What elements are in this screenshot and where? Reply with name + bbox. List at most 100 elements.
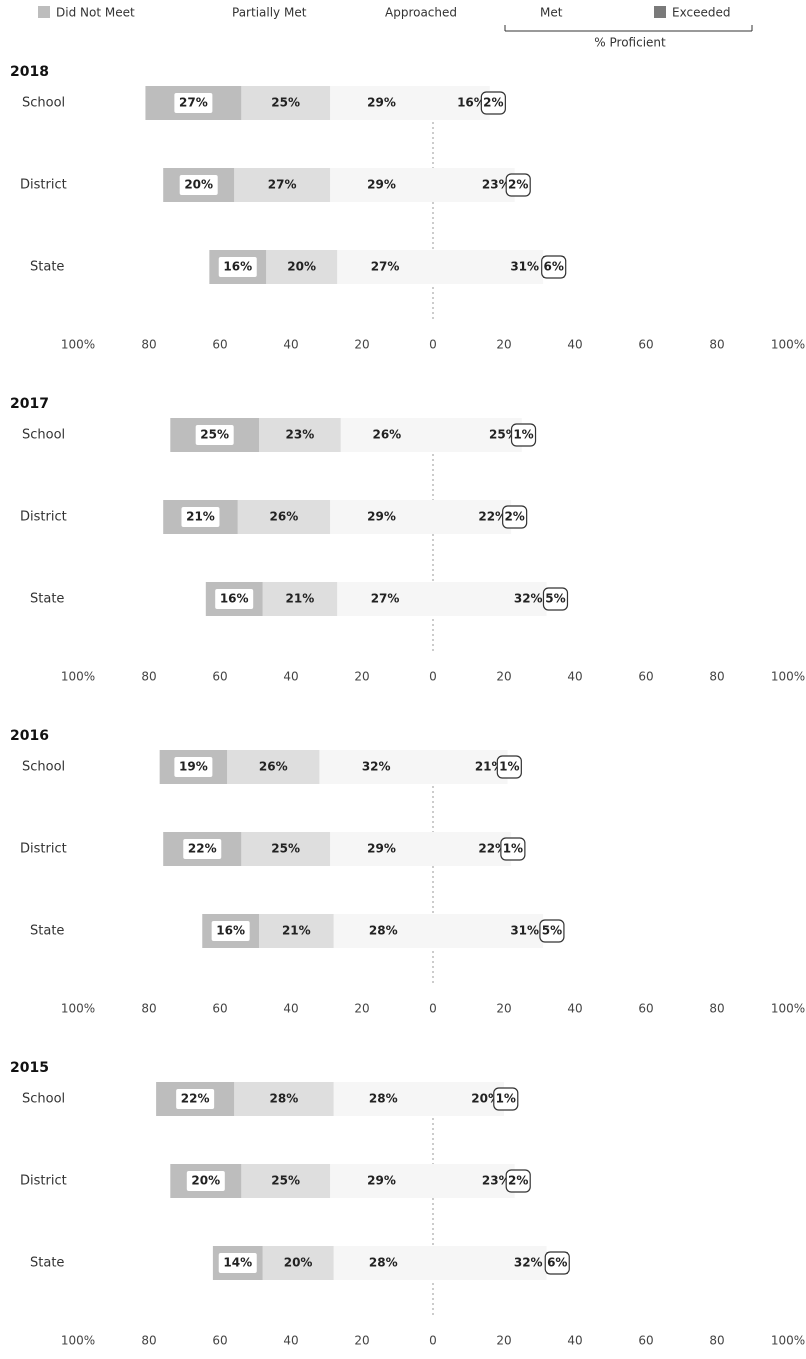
value-label: 22% <box>181 1092 210 1106</box>
value-label: 31% <box>510 260 539 274</box>
bar-segment <box>433 914 544 948</box>
value-label: 20% <box>287 260 316 274</box>
label-box <box>539 919 565 943</box>
category-label: School <box>22 428 65 443</box>
x-tick-label: 0 <box>429 1334 437 1348</box>
category-label: School <box>22 760 65 775</box>
legend-group-label: % Proficient <box>594 36 666 50</box>
x-tick-label: 0 <box>429 1002 437 1016</box>
value-label: 31% <box>510 924 539 938</box>
label-box <box>183 839 222 859</box>
value-label: 27% <box>179 96 208 110</box>
panel-title: 2015 <box>10 1060 49 1076</box>
x-tick-label: 40 <box>567 1002 582 1016</box>
x-tick-label: 100% <box>771 1334 805 1348</box>
bar-segment <box>262 1246 334 1280</box>
value-label: 2% <box>504 510 524 524</box>
legend-label: Exceeded <box>672 6 730 20</box>
label-box <box>493 1087 519 1111</box>
legend-label: Approached <box>385 6 457 20</box>
bar-segment <box>241 86 331 120</box>
bar-segment <box>433 418 522 452</box>
bar-segment <box>330 168 433 202</box>
value-label: 25% <box>271 842 300 856</box>
x-tick-label: 60 <box>212 1002 227 1016</box>
x-tick-label: 0 <box>429 338 437 352</box>
x-tick-label: 60 <box>638 670 653 684</box>
value-label: 29% <box>367 1174 396 1188</box>
label-box <box>505 1169 531 1193</box>
value-label: 20% <box>471 1092 500 1106</box>
value-label: 21% <box>282 924 311 938</box>
label-box <box>174 93 213 113</box>
value-label: 26% <box>259 760 288 774</box>
label-box <box>496 755 522 779</box>
x-tick-label: 60 <box>212 1334 227 1348</box>
x-tick-label: 20 <box>496 670 511 684</box>
value-label: 27% <box>371 260 400 274</box>
category-label: School <box>22 96 65 111</box>
x-tick-label: 0 <box>429 670 437 684</box>
value-label: 23% <box>286 428 315 442</box>
label-box <box>195 425 234 445</box>
label-box <box>541 255 567 279</box>
x-tick-label: 20 <box>354 338 369 352</box>
value-label: 16% <box>457 96 486 110</box>
value-label: 1% <box>496 1092 516 1106</box>
bar-segment <box>333 914 433 948</box>
value-label: 19% <box>179 760 208 774</box>
label-box <box>186 1171 225 1191</box>
bar-segment <box>241 1164 331 1198</box>
x-tick-label: 20 <box>354 1002 369 1016</box>
x-tick-label: 20 <box>496 1334 511 1348</box>
bar-segment <box>433 1164 515 1198</box>
label-box <box>480 91 506 115</box>
label-box <box>500 837 526 861</box>
bar-segment <box>330 500 433 534</box>
value-label: 2% <box>508 1174 528 1188</box>
x-tick-label: 80 <box>141 670 156 684</box>
value-label: 27% <box>371 592 400 606</box>
bar-segment <box>433 168 515 202</box>
value-label: 20% <box>184 178 213 192</box>
value-label: 22% <box>478 510 507 524</box>
value-label: 2% <box>483 96 503 110</box>
bar-segment <box>433 86 490 120</box>
bar-segment <box>266 250 338 284</box>
category-label: District <box>20 510 67 525</box>
label-box <box>179 175 218 195</box>
value-label: 29% <box>367 96 396 110</box>
value-label: 25% <box>489 428 518 442</box>
x-tick-label: 40 <box>283 670 298 684</box>
bar-segment <box>433 1246 547 1280</box>
value-label: 29% <box>367 178 396 192</box>
label-box <box>215 589 254 609</box>
bar-segment <box>241 832 331 866</box>
bar-segment <box>433 582 547 616</box>
value-label: 14% <box>223 1256 252 1270</box>
x-tick-label: 40 <box>567 338 582 352</box>
bar-segment <box>333 1082 433 1116</box>
value-label: 22% <box>188 842 217 856</box>
value-label: 2% <box>508 178 528 192</box>
panel-title: 2017 <box>10 396 49 412</box>
value-label: 26% <box>270 510 299 524</box>
x-tick-label: 40 <box>283 1334 298 1348</box>
x-tick-label: 20 <box>354 1334 369 1348</box>
value-label: 21% <box>286 592 315 606</box>
legend-label: Met <box>540 6 563 20</box>
value-label: 5% <box>545 592 565 606</box>
x-tick-label: 60 <box>212 670 227 684</box>
label-box <box>174 757 213 777</box>
x-tick-label: 80 <box>141 1002 156 1016</box>
value-label: 22% <box>478 842 507 856</box>
value-label: 23% <box>482 1174 511 1188</box>
x-tick-label: 40 <box>567 1334 582 1348</box>
panel-title: 2018 <box>10 64 49 80</box>
x-tick-label: 80 <box>141 338 156 352</box>
x-tick-label: 80 <box>709 1334 724 1348</box>
x-tick-label: 20 <box>496 338 511 352</box>
x-tick-label: 60 <box>212 338 227 352</box>
bar-segment <box>330 1164 433 1198</box>
label-box <box>218 257 257 277</box>
